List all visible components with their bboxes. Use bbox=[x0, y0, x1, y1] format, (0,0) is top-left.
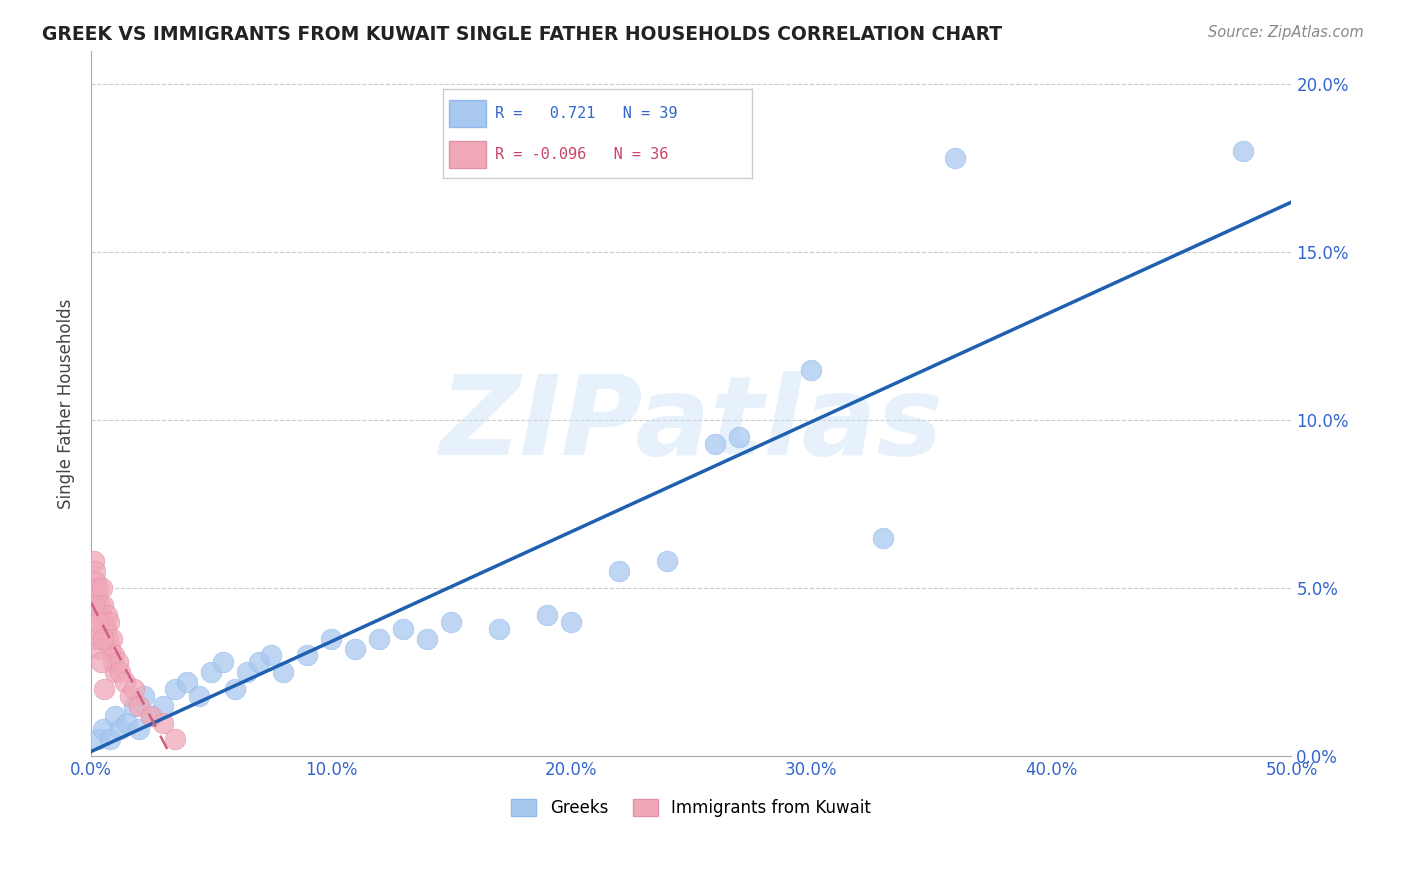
Point bbox=[98, 641, 121, 656]
Point bbox=[84, 622, 107, 636]
Point bbox=[165, 681, 187, 696]
Point bbox=[107, 655, 129, 669]
Point bbox=[728, 430, 751, 444]
Point bbox=[98, 615, 121, 629]
Point bbox=[188, 689, 211, 703]
Point bbox=[87, 732, 110, 747]
Point bbox=[128, 698, 150, 713]
Point bbox=[165, 732, 187, 747]
Point bbox=[100, 632, 122, 646]
Point bbox=[176, 675, 198, 690]
Y-axis label: Single Father Households: Single Father Households bbox=[58, 298, 75, 508]
Point bbox=[104, 665, 127, 680]
Point bbox=[247, 655, 270, 669]
Point bbox=[872, 531, 894, 545]
Point bbox=[114, 675, 136, 690]
Point bbox=[704, 437, 727, 451]
Point bbox=[800, 363, 823, 377]
Text: Source: ZipAtlas.com: Source: ZipAtlas.com bbox=[1208, 25, 1364, 40]
FancyBboxPatch shape bbox=[449, 141, 486, 168]
Point bbox=[91, 632, 114, 646]
Point bbox=[560, 615, 582, 629]
Point bbox=[141, 709, 163, 723]
Point bbox=[104, 709, 127, 723]
Point bbox=[260, 648, 283, 663]
Point bbox=[90, 655, 112, 669]
Point bbox=[124, 681, 146, 696]
Point bbox=[657, 554, 679, 568]
Point bbox=[392, 622, 415, 636]
Point bbox=[132, 689, 155, 703]
Point bbox=[87, 615, 110, 629]
Point bbox=[295, 648, 318, 663]
Point bbox=[224, 681, 246, 696]
Point bbox=[86, 632, 108, 646]
Point bbox=[83, 565, 105, 579]
Point bbox=[943, 151, 966, 165]
Point bbox=[118, 689, 141, 703]
Point bbox=[212, 655, 235, 669]
Point bbox=[200, 665, 222, 680]
Point bbox=[152, 715, 174, 730]
Point bbox=[536, 608, 558, 623]
Point bbox=[368, 632, 391, 646]
Point bbox=[93, 681, 115, 696]
Point bbox=[1232, 145, 1254, 159]
Point bbox=[83, 554, 105, 568]
Point bbox=[103, 648, 125, 663]
Text: GREEK VS IMMIGRANTS FROM KUWAIT SINGLE FATHER HOUSEHOLDS CORRELATION CHART: GREEK VS IMMIGRANTS FROM KUWAIT SINGLE F… bbox=[42, 25, 1002, 44]
Text: R = -0.096   N = 36: R = -0.096 N = 36 bbox=[495, 147, 669, 161]
FancyBboxPatch shape bbox=[449, 100, 486, 127]
Point bbox=[90, 608, 112, 623]
Point bbox=[236, 665, 259, 680]
Point bbox=[115, 715, 138, 730]
Point bbox=[86, 588, 108, 602]
Point bbox=[124, 698, 146, 713]
Point bbox=[93, 615, 115, 629]
Text: ZIPatlas: ZIPatlas bbox=[440, 371, 943, 478]
Point bbox=[344, 641, 367, 656]
Legend: Greeks, Immigrants from Kuwait: Greeks, Immigrants from Kuwait bbox=[503, 790, 880, 825]
Point bbox=[83, 598, 105, 612]
Point bbox=[98, 732, 121, 747]
Point bbox=[108, 723, 131, 737]
Text: R =   0.721   N = 39: R = 0.721 N = 39 bbox=[495, 106, 678, 120]
Point bbox=[97, 632, 120, 646]
Point bbox=[91, 598, 114, 612]
Point bbox=[89, 598, 111, 612]
Point bbox=[416, 632, 439, 646]
Point bbox=[101, 655, 124, 669]
Point bbox=[141, 709, 163, 723]
Point bbox=[84, 574, 107, 589]
Point bbox=[607, 565, 630, 579]
Point bbox=[128, 723, 150, 737]
Point bbox=[108, 665, 131, 680]
Point bbox=[89, 641, 111, 656]
Point bbox=[94, 622, 117, 636]
Point bbox=[488, 622, 510, 636]
Point bbox=[152, 698, 174, 713]
Point bbox=[321, 632, 343, 646]
Point bbox=[271, 665, 294, 680]
Point bbox=[91, 581, 114, 595]
Point bbox=[440, 615, 463, 629]
Point bbox=[91, 723, 114, 737]
Point bbox=[87, 581, 110, 595]
Point bbox=[96, 608, 118, 623]
